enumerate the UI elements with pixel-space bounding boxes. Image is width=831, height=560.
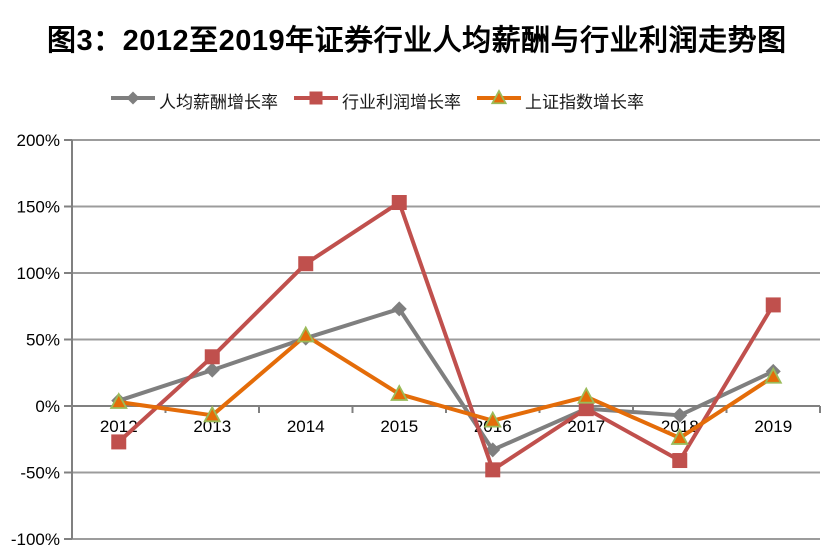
series-line-1 <box>116 200 776 472</box>
data-point-square-2017 <box>578 401 594 417</box>
data-point-triangle-2017 <box>577 386 596 404</box>
chart-title: 图3：2012至2019年证券行业人均薪酬与行业利润走势图 <box>47 25 787 57</box>
data-point-triangle-2014 <box>296 325 315 343</box>
y-axis-label-150: 150% <box>17 198 60 217</box>
data-point-square-2018 <box>672 453 688 469</box>
data-point-square-2012 <box>111 434 127 450</box>
data-point-square-2013 <box>204 349 220 365</box>
legend-label-salary: 人均薪酬增长率 <box>159 93 278 112</box>
chart-legend: 人均薪酬增长率 行业利润增长率 上证指数增长率 <box>110 88 644 113</box>
data-point-square-2015 <box>391 195 407 211</box>
x-axis-label-2015: 2015 <box>380 417 418 436</box>
x-axis-label-2017: 2017 <box>567 417 605 436</box>
data-point-diamond-2013 <box>204 362 220 378</box>
series-line-2 <box>116 333 776 440</box>
square-series-icon <box>293 88 339 113</box>
data-point-square-2014 <box>298 256 314 272</box>
triangle-series-icon <box>476 88 522 113</box>
legend-item-salary: 人均薪酬增长率 <box>110 88 278 113</box>
legend-label-index: 上证指数增长率 <box>525 93 644 112</box>
y-axis-label-0: 0% <box>35 397 60 416</box>
y-axis-label-50: 50% <box>26 331 60 350</box>
data-point-triangle-2018 <box>670 428 689 445</box>
data-point-triangle-2013 <box>203 405 222 423</box>
data-point-triangle-2019 <box>764 366 783 384</box>
y-axis-label-100: 100% <box>17 264 60 283</box>
data-point-square-2016 <box>485 462 501 478</box>
data-point-square-2019 <box>765 297 781 313</box>
series-line-0 <box>116 306 776 452</box>
data-point-diamond-2015 <box>391 301 407 317</box>
data-point-triangle-2012 <box>109 392 128 409</box>
x-axis-label-2019: 2019 <box>754 417 792 436</box>
legend-item-profit: 行业利润增长率 <box>293 88 461 113</box>
data-point-triangle-2015 <box>390 384 409 401</box>
diamond-series-icon <box>110 88 156 113</box>
x-axis-label-2012: 2012 <box>100 417 138 436</box>
y-axis-label-200: 200% <box>17 131 60 150</box>
y-axis-label--50: -50% <box>20 464 60 483</box>
legend-label-profit: 行业利润增长率 <box>342 93 461 112</box>
data-point-diamond-2018 <box>672 407 688 423</box>
legend-item-index: 上证指数增长率 <box>476 88 644 113</box>
y-axis-label--100: -100% <box>11 530 60 549</box>
x-axis-label-2014: 2014 <box>287 417 325 436</box>
data-point-triangle-2016 <box>483 410 502 428</box>
x-axis-label-2013: 2013 <box>193 417 231 436</box>
